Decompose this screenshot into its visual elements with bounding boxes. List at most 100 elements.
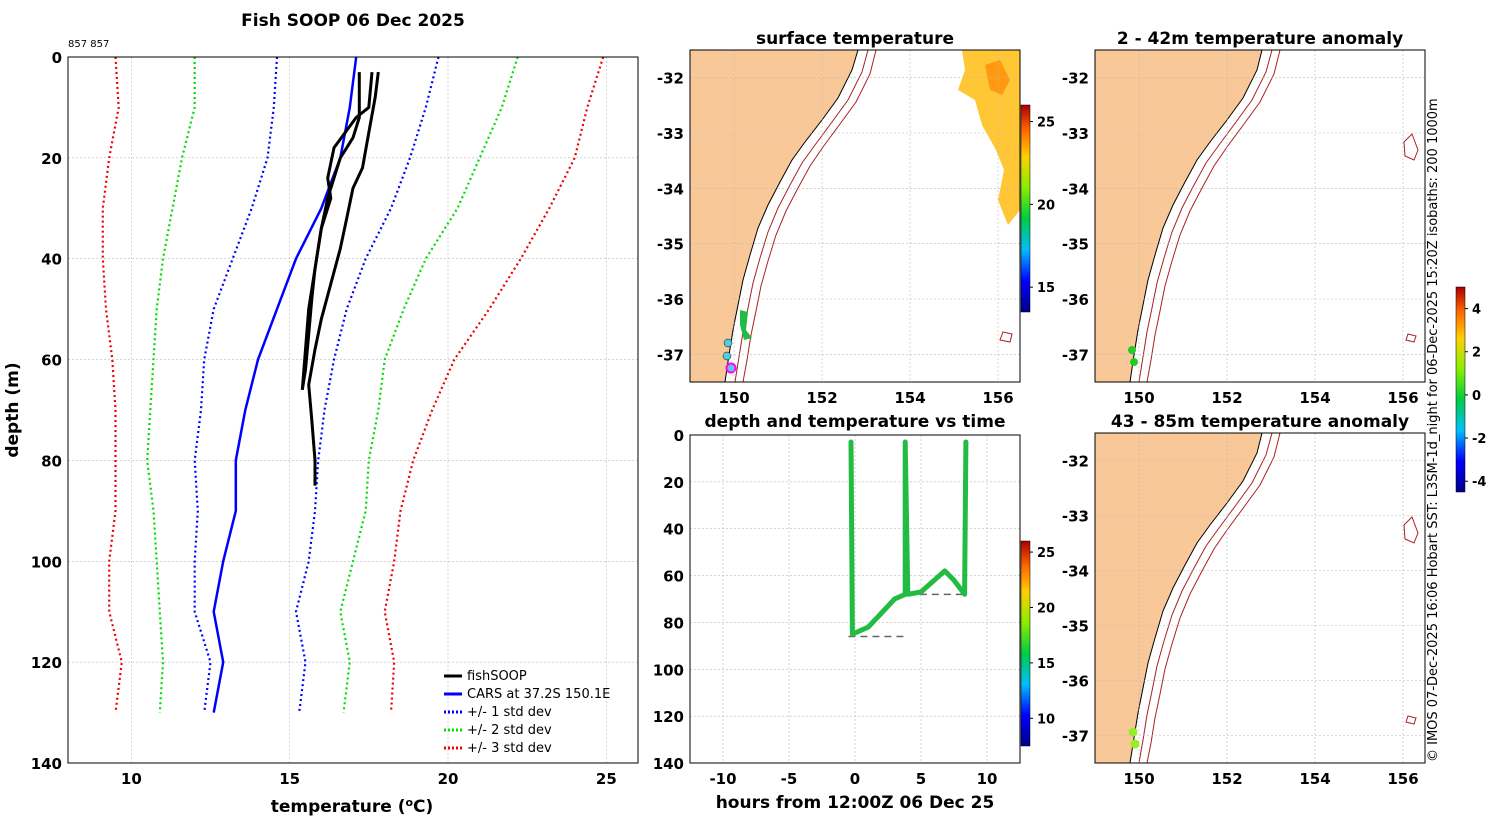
anomaly-colorbar-label: 4 [1472,303,1481,318]
legend-label-cars: CARS at 37.2S 150.1E [467,687,610,702]
profile-series [101,56,605,713]
time-colorbar-label: 20 [1037,601,1055,616]
anomaly-shallow-lat-label: -35 [1062,236,1089,254]
anomaly-deep-title: 43 - 85m temperature anomaly [1111,412,1409,432]
anomaly-deep-marker [1130,739,1140,749]
surface-map-title: surface temperature [756,29,954,49]
anomaly-shallow-lat-label: -33 [1062,125,1089,143]
surface-colorbar-label: 25 [1037,116,1055,131]
series-line-fishsoop [307,71,380,486]
surface-colorbar [1020,104,1031,313]
surface-lon-label: 152 [806,389,837,407]
anomaly-shallow-lon-label: 156 [1387,389,1418,407]
legend-label-std3: +/- 3 std dev [467,741,552,756]
anomaly-deep-marker [1128,727,1138,737]
profile-ytick-label: 140 [31,755,62,773]
profile-chart: Fish SOOP 06 Dec 2025 857 857 10 15 20 25 0 2… [3,11,639,817]
anomaly-deep-lat-label: -32 [1062,453,1089,471]
surface-drop-marker [723,338,733,348]
profile-xtick-label: 25 [596,770,617,788]
anomaly-colorbar [1455,286,1466,493]
profile-ytick-label: 100 [31,553,62,571]
profile-ytick-label: 0 [52,49,62,67]
series-line-cars [212,56,358,713]
time-xtick-label: 10 [977,770,998,788]
anomaly-deep-lat-label: -36 [1062,673,1089,691]
time-ytick-label: 40 [663,521,684,539]
time-title: depth and temperature vs time [705,412,1006,432]
profile-corner-label: 857 857 [68,39,109,50]
time-colorbar [1020,540,1031,747]
anomaly-shallow-marker [1130,358,1138,366]
time-ytick-label: 0 [674,427,684,445]
profile-xtick-label: 10 [121,770,142,788]
time-xlabel: hours from 12:00Z 06 Dec 25 [716,793,995,813]
surface-colorbar-label: 15 [1037,281,1055,296]
anomaly-deep-lat-label: -35 [1062,618,1089,636]
profile-xtick-label: 15 [279,770,300,788]
profile-ticks: 10 15 20 25 0 20 40 60 80 100 120 140 [31,49,617,788]
surface-lon-label: 156 [982,389,1013,407]
time-ytick-label: 20 [663,474,684,492]
time-ytick-label: 120 [653,708,684,726]
surface-isobath-1000 [742,50,877,382]
profile-axes-frame [67,56,639,764]
time-chart: depth and temperature vs time -10 -5 0 5 100… [653,412,1055,813]
surface-map-frame [689,49,1021,383]
anomaly-deep-lon-label: 156 [1387,770,1418,788]
series-line-std1 [193,56,279,713]
time-series-depth [848,439,969,637]
anomaly-deep-lon-label: 154 [1299,770,1330,788]
anomaly-shallow-isobath-1000 [1146,50,1281,382]
time-colorbar-label: 15 [1037,657,1055,672]
surface-lat-label: -33 [657,125,684,143]
series-line-fishsoop [300,72,361,391]
surface-sst-nearshore [740,310,752,340]
surface-seamount [999,331,1013,343]
surface-lat-label: -35 [657,236,684,254]
anomaly-map-deep: 43 - 85m temperature anomaly -32 -33 -34 -3… [1062,412,1426,788]
profile-ytick-label: 120 [31,654,62,672]
anomaly-shallow-seamount [1403,133,1419,161]
series-line-std3 [383,56,605,713]
anomaly-deep-frame [1094,432,1426,764]
surface-lat-label: -37 [657,346,684,364]
anomaly-colorbar-label: 0 [1472,389,1481,404]
anomaly-deep-lat-label: -34 [1062,563,1089,581]
anomaly-shallow-lat-label: -34 [1062,180,1089,198]
series-line-std2 [339,56,519,713]
time-ytick-label: 100 [653,661,684,679]
surface-lon-label: 150 [718,389,749,407]
side-caption: © IMOS 07-Dec-2025 16:06 Hobart SST: L3S… [1426,98,1441,762]
time-axes-frame [689,434,1021,764]
time-ytick-label: 80 [663,614,684,632]
anomaly-shallow-lat-label: -32 [1062,70,1089,88]
time-xtick-label: -5 [781,770,798,788]
profile-ytick-label: 20 [41,150,62,168]
anomaly-shallow-frame [1094,49,1426,383]
surface-lat-label: -32 [657,70,684,88]
time-colorbar-label: 25 [1037,546,1055,561]
surface-temperature-map: surface temperature -32 -33 -34 -35 -36 -37 15… [657,29,1055,407]
profile-legend: fishSOOP CARS at 37.2S 150.1E +/- 1 std … [444,669,610,756]
anomaly-colorbar-label: -4 [1472,475,1486,490]
anomaly-deep-lat-label: -33 [1062,508,1089,526]
profile-xtick-label: 20 [438,770,459,788]
anomaly-shallow-lon-label: 154 [1299,389,1330,407]
surface-lat-label: -36 [657,291,684,309]
surface-current-position [725,362,737,374]
anomaly-map-shallow: 2 - 42m temperature anomaly -32 -33 -34 -35… [1062,29,1426,407]
profile-ytick-label: 80 [41,452,62,470]
profile-ylabel: depth (m) [3,362,23,457]
profile-ytick-label: 40 [41,251,62,269]
surface-sst-warm [985,60,1010,95]
anomaly-shallow-lon-label: 152 [1211,389,1242,407]
legend-label-fishsoop: fishSOOP [467,669,527,684]
series-line-std2 [146,57,196,713]
series-line-std1 [294,56,440,713]
surface-lat-label: -34 [657,180,684,198]
anomaly-shallow-isobath-200 [1138,50,1273,382]
profile-ytick-label: 60 [41,352,62,370]
anomaly-shallow-marker [1128,346,1136,354]
